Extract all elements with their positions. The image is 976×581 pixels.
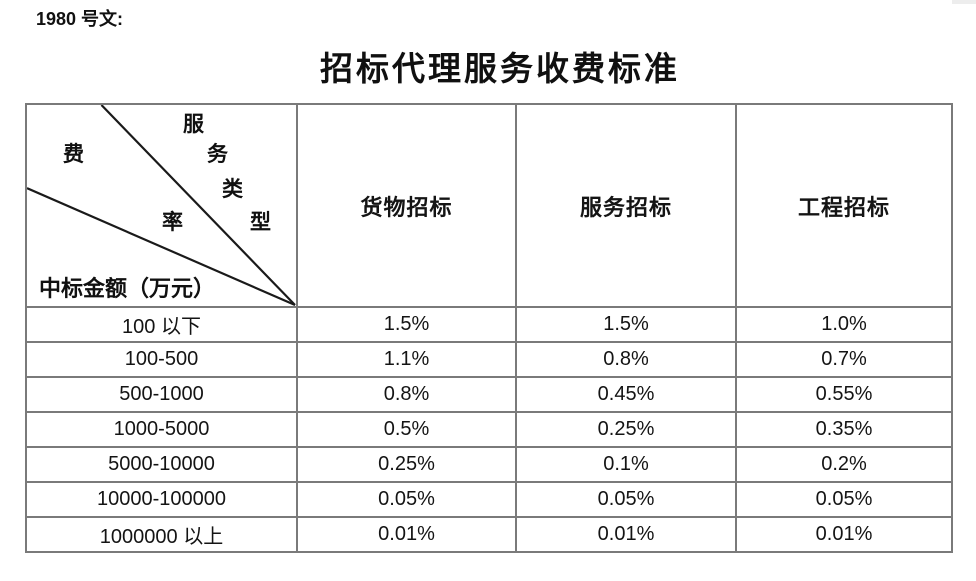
rate-cell: 0.55% [735,376,953,413]
rate-cell: 1.0% [735,306,953,343]
corner-service-type-char-2: 务 [207,142,228,166]
rate-cell: 0.01% [735,516,953,553]
amount-range-cell: 100-500 [25,341,298,378]
table-row: 100-500 1.1% 0.8% 0.7% [25,341,953,378]
rate-cell: 0.35% [735,411,953,448]
column-header-service-bidding: 服务招标 [515,103,737,308]
table-row: 5000-10000 0.25% 0.1% 0.2% [25,446,953,483]
corner-rate-char-1: 费 [63,142,84,166]
table-row: 1000000 以上 0.01% 0.01% 0.01% [25,516,953,553]
doc-number: 1980 号文: [36,9,124,29]
rate-cell: 0.5% [296,411,517,448]
column-header-goods-bidding: 货物招标 [296,103,517,308]
scan-artifact [952,0,976,4]
rate-cell: 0.1% [515,446,737,483]
corner-service-type-char-4: 型 [250,210,271,234]
amount-range-cell: 5000-10000 [25,446,298,483]
amount-range-cell: 1000-5000 [25,411,298,448]
table-row: 500-1000 0.8% 0.45% 0.55% [25,376,953,413]
corner-amount-label: 中标金额（万元） [39,275,216,301]
corner-service-type-char-1: 服 [183,112,204,136]
rate-cell: 0.25% [515,411,737,448]
fee-standard-table: 服 务 类 型 费 率 中标金额（万元） 货物招标 服务招标 工程招标 100 … [25,103,953,553]
rate-cell: 0.01% [515,516,737,553]
diagonal-divider-lines [27,105,296,306]
corner-service-type-char-3: 类 [222,177,243,201]
rate-cell: 0.25% [296,446,517,483]
rate-cell: 0.45% [515,376,737,413]
table-corner-cell: 服 务 类 型 费 率 中标金额（万元） [25,103,298,308]
corner-rate-char-2: 率 [162,210,183,234]
rate-cell: 0.8% [515,341,737,378]
rate-cell: 0.05% [515,481,737,518]
table-row: 100 以下 1.5% 1.5% 1.0% [25,306,953,343]
rate-cell: 0.8% [296,376,517,413]
amount-range-cell: 100 以下 [25,306,298,343]
rate-cell: 1.5% [296,306,517,343]
rate-cell: 0.05% [735,481,953,518]
rate-cell: 0.01% [296,516,517,553]
table-row: 1000-5000 0.5% 0.25% 0.35% [25,411,953,448]
amount-range-cell: 10000-100000 [25,481,298,518]
rate-cell: 0.05% [296,481,517,518]
column-header-engineering-bidding: 工程招标 [735,103,953,308]
table-row: 10000-100000 0.05% 0.05% 0.05% [25,481,953,518]
header-row: 服 务 类 型 费 率 中标金额（万元） 货物招标 服务招标 工程招标 [25,103,953,308]
page-title: 招标代理服务收费标准 [320,52,680,88]
rate-cell: 0.7% [735,341,953,378]
amount-range-cell: 1000000 以上 [25,516,298,553]
rate-cell: 1.5% [515,306,737,343]
rate-cell: 1.1% [296,341,517,378]
amount-range-cell: 500-1000 [25,376,298,413]
rate-cell: 0.2% [735,446,953,483]
